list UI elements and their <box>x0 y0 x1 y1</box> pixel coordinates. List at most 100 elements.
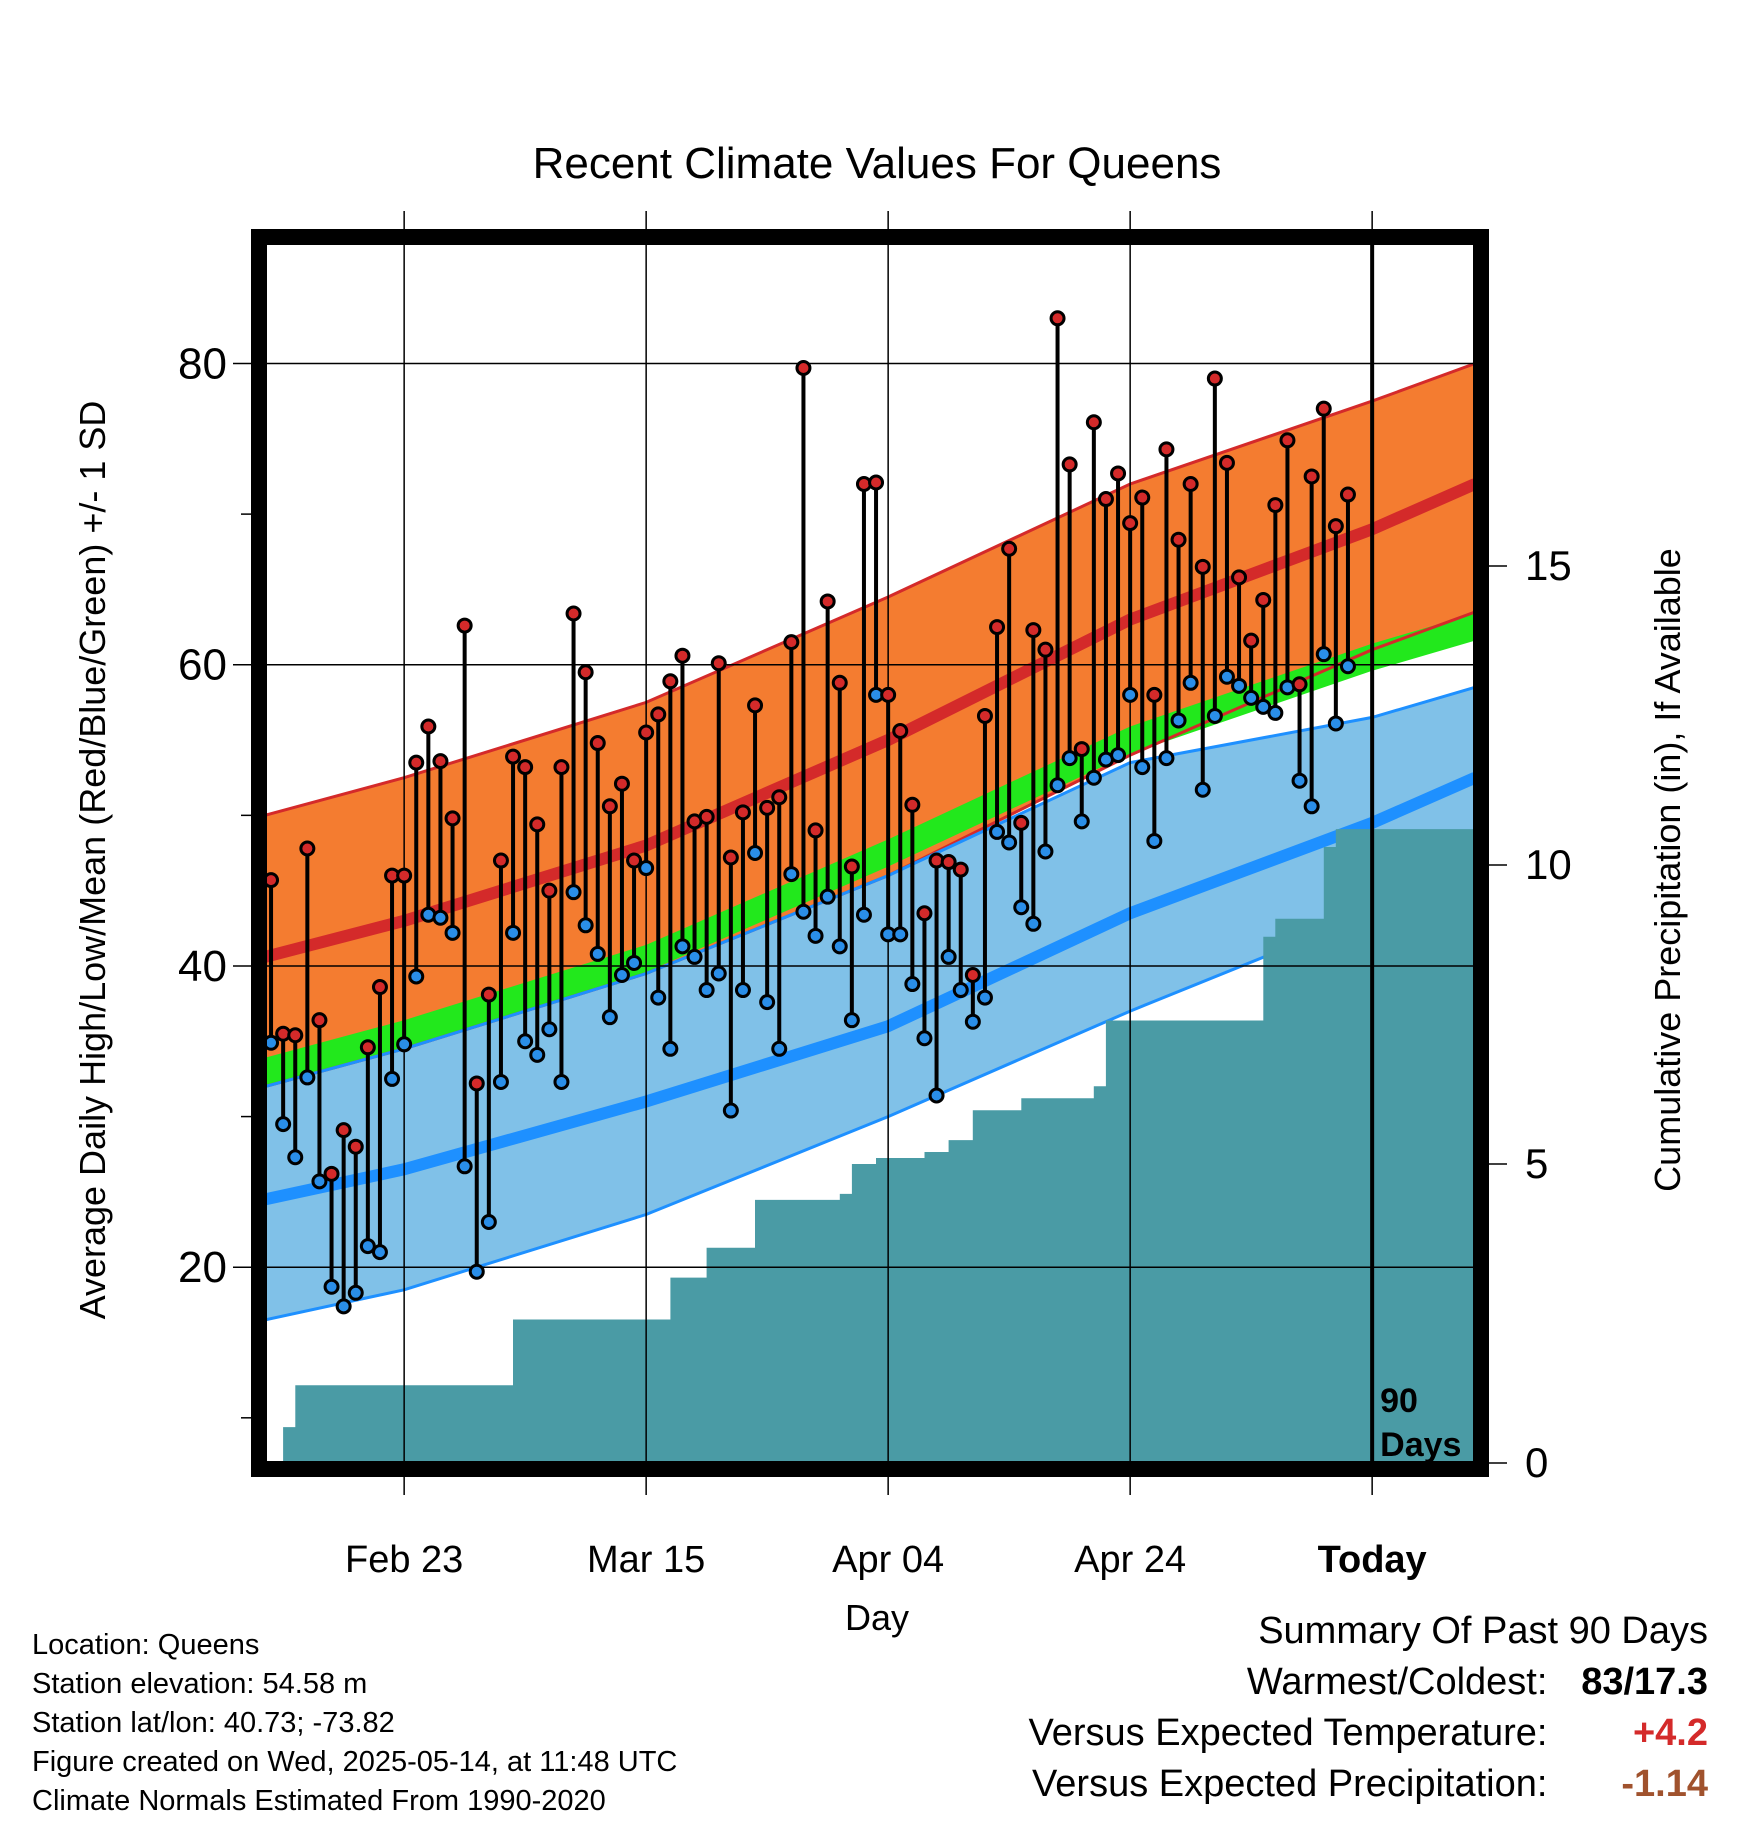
daily-low-point <box>1267 704 1284 721</box>
daily-high-point <box>589 735 606 752</box>
daily-high-point <box>952 861 969 878</box>
x-tick-label: Apr 04 <box>832 1539 944 1581</box>
daily-low-point <box>759 994 776 1011</box>
daily-high-point <box>456 617 473 634</box>
daily-high-point <box>1291 676 1308 693</box>
location-line: Location: Queens <box>32 1629 260 1661</box>
daily-high-point <box>444 810 461 827</box>
daily-low-point <box>492 1073 509 1090</box>
y-axis-label: Average Daily High/Low/Mean (Red/Blue/Gr… <box>72 401 113 1320</box>
daily-high-point <box>626 852 643 869</box>
daily-low-point <box>323 1278 340 1295</box>
daily-low-point <box>384 1070 401 1087</box>
daily-low-point <box>1194 781 1211 798</box>
daily-high-point <box>468 1075 485 1092</box>
daily-high-point <box>1110 465 1127 482</box>
y-tick-label: 60 <box>178 641 227 690</box>
daily-high-point <box>323 1165 340 1182</box>
daily-high-point <box>710 655 727 672</box>
daily-high-point <box>1013 814 1030 831</box>
daily-low-point <box>1303 798 1320 815</box>
daily-high-point <box>650 706 667 723</box>
daily-high-point <box>408 754 425 771</box>
daily-high-point <box>480 986 497 1003</box>
daily-high-point <box>1097 491 1114 508</box>
daily-low-point <box>1231 677 1248 694</box>
daily-high-point <box>831 674 848 691</box>
daily-low-point <box>601 1009 618 1026</box>
daily-low-point <box>1291 772 1308 789</box>
daily-low-point <box>468 1263 485 1280</box>
daily-high-point <box>517 759 534 776</box>
daily-high-point <box>613 775 630 792</box>
daily-high-point <box>1001 540 1018 557</box>
mean-band <box>265 613 1475 1085</box>
daily-high-point <box>989 619 1006 636</box>
daily-high-point <box>311 1012 328 1029</box>
daily-high-point <box>371 979 388 996</box>
daily-low-point <box>734 982 751 999</box>
daily-high-point <box>1134 489 1151 506</box>
daily-low-point <box>529 1046 546 1063</box>
daily-high-point <box>541 882 558 899</box>
daily-high-point <box>638 724 655 741</box>
y-tick-label: 80 <box>178 339 227 388</box>
precip-area <box>271 829 1475 1463</box>
daily-high-point <box>347 1138 364 1155</box>
daily-low-point <box>347 1284 364 1301</box>
y2-tick-label: 0 <box>1525 1439 1548 1486</box>
daily-high-point <box>843 858 860 875</box>
daily-high-point <box>1327 518 1344 535</box>
daily-high-point <box>601 798 618 815</box>
daily-high-point <box>1218 454 1235 471</box>
daily-low-point <box>371 1244 388 1261</box>
daily-high-point <box>807 822 824 839</box>
daily-low-point <box>843 1012 860 1029</box>
daily-low-point <box>444 924 461 941</box>
elevation-line: Station elevation: 54.58 m <box>32 1668 368 1700</box>
daily-high-point <box>1243 632 1260 649</box>
daily-low-point <box>1085 769 1102 786</box>
daily-high-point <box>722 849 739 866</box>
daily-low-point <box>311 1173 328 1190</box>
daily-low-point <box>1158 750 1175 767</box>
daily-low-point <box>783 866 800 883</box>
daily-low-point <box>1061 750 1078 767</box>
low-sd-band <box>265 687 1475 1320</box>
daily-high-point <box>396 867 413 884</box>
daily-high-point <box>335 1122 352 1139</box>
daily-high-point <box>265 872 280 889</box>
daily-low-point <box>613 967 630 983</box>
daily-low-point <box>299 1069 316 1086</box>
daily-low-point <box>553 1073 570 1090</box>
daily-low-point <box>855 906 872 923</box>
daily-high-point <box>1255 591 1272 608</box>
daily-high-point <box>1122 515 1139 532</box>
daily-high-point <box>1206 370 1223 387</box>
daily-low-point <box>964 1013 981 1030</box>
daily-high-point <box>1146 686 1163 703</box>
daily-high-point <box>674 647 691 664</box>
daily-low-point <box>1327 715 1344 732</box>
daily-high-point <box>1073 741 1090 758</box>
daily-low-point <box>335 1298 352 1315</box>
daily-low-point <box>771 1040 788 1057</box>
daily-high-point <box>1182 475 1199 492</box>
daily-high-point <box>1339 486 1356 503</box>
y-tick-label: 40 <box>178 942 227 991</box>
daily-low-point <box>940 948 957 965</box>
normals-line: Climate Normals Estimated From 1990-2020 <box>32 1785 606 1817</box>
daily-low-point <box>1206 707 1223 724</box>
summary-heading: Summary Of Past 90 Days <box>1258 1610 1708 1652</box>
daily-low-point <box>577 917 594 934</box>
daily-high-point <box>734 804 751 821</box>
daily-low-point <box>1339 658 1356 675</box>
daily-high-point <box>904 796 921 813</box>
daily-low-point <box>541 1021 558 1038</box>
daily-low-point <box>626 954 643 971</box>
daily-high-point <box>976 707 993 724</box>
daily-high-point <box>553 759 570 776</box>
y2-axis-label: Cumulative Precipitation (in), If Availa… <box>1647 548 1688 1192</box>
daily-high-point <box>892 723 909 739</box>
